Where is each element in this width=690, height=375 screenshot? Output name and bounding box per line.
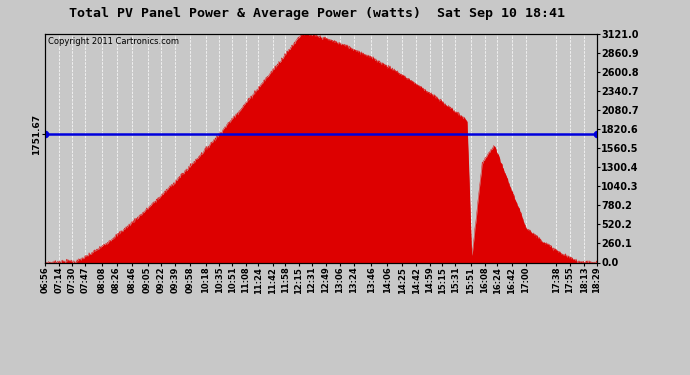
Text: Total PV Panel Power & Average Power (watts)  Sat Sep 10 18:41: Total PV Panel Power & Average Power (wa… (70, 8, 565, 21)
Text: Copyright 2011 Cartronics.com: Copyright 2011 Cartronics.com (48, 37, 179, 46)
